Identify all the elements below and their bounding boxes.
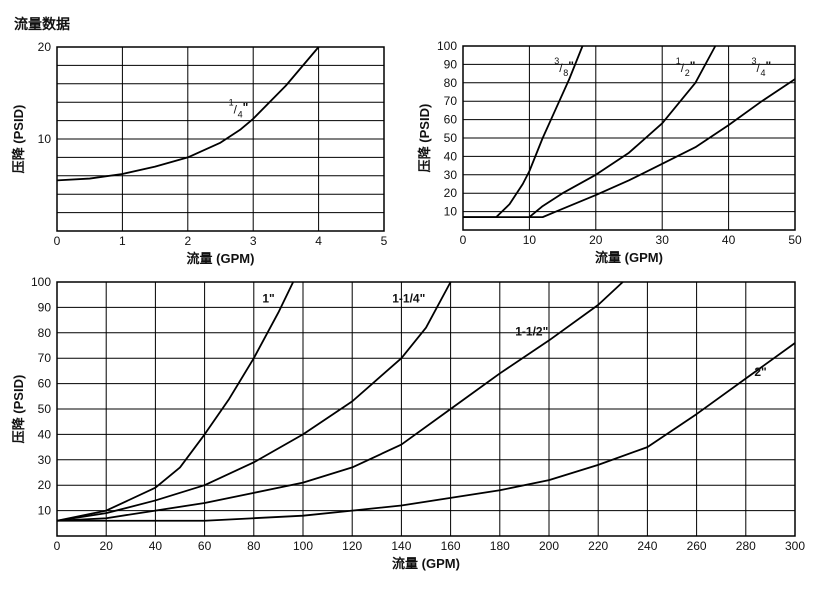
x-tick-label: 40 bbox=[149, 539, 163, 553]
x-axis-label: 流量 (GPM) bbox=[187, 251, 255, 266]
x-tick-label: 40 bbox=[722, 233, 736, 247]
y-tick-label: 20 bbox=[38, 40, 52, 54]
series-line bbox=[56, 46, 320, 182]
series-label-inch-mark: " bbox=[690, 59, 696, 73]
series-label-numerator: 1 bbox=[676, 56, 681, 66]
y-tick-label: 70 bbox=[444, 94, 458, 108]
series-label-numerator: 1 bbox=[229, 98, 234, 108]
series-label: 3/8 " bbox=[554, 56, 574, 78]
y-tick-label: 10 bbox=[38, 132, 52, 146]
series-label-numerator: 3 bbox=[554, 56, 559, 66]
x-tick-label: 260 bbox=[687, 539, 707, 553]
x-tick-label: 20 bbox=[589, 233, 603, 247]
y-axis-label: 压降 (PSID) bbox=[11, 105, 26, 174]
x-tick-label: 4 bbox=[315, 234, 322, 248]
y-tick-label: 10 bbox=[38, 504, 52, 518]
x-tick-label: 5 bbox=[381, 234, 388, 248]
x-tick-label: 2 bbox=[184, 234, 191, 248]
x-tick-label: 80 bbox=[247, 539, 261, 553]
series-label-denominator: 4 bbox=[238, 110, 243, 120]
y-tick-label: 80 bbox=[444, 76, 458, 90]
series-line bbox=[57, 342, 796, 522]
series-label-denominator: 8 bbox=[563, 68, 568, 78]
x-tick-label: 0 bbox=[54, 234, 61, 248]
series-label-slash: / bbox=[234, 103, 238, 117]
x-tick-label: 0 bbox=[460, 233, 467, 247]
x-axis-label: 流量 (GPM) bbox=[392, 556, 460, 571]
x-tick-label: 0 bbox=[54, 539, 61, 553]
y-tick-label: 30 bbox=[444, 168, 458, 182]
series-label-inch-mark: " bbox=[765, 59, 771, 73]
x-tick-label: 60 bbox=[198, 539, 212, 553]
y-tick-label: 40 bbox=[444, 149, 458, 163]
series-line bbox=[56, 281, 294, 522]
y-tick-label: 60 bbox=[38, 377, 52, 391]
series-line bbox=[56, 281, 452, 522]
x-tick-label: 30 bbox=[656, 233, 670, 247]
x-tick-label: 280 bbox=[736, 539, 756, 553]
x-tick-label: 220 bbox=[588, 539, 608, 553]
page-title: 流量数据 bbox=[14, 16, 70, 32]
x-tick-label: 160 bbox=[441, 539, 461, 553]
series-line bbox=[463, 45, 584, 219]
series-line bbox=[529, 78, 796, 219]
series-label-slash: / bbox=[756, 61, 760, 75]
x-tick-label: 50 bbox=[788, 233, 802, 247]
y-tick-label: 50 bbox=[38, 402, 52, 416]
chart-large-fittings: 0 20 40 60 80 100 120 140 160 180 200 220 240 260 280 3… bbox=[11, 275, 805, 571]
series-line bbox=[56, 281, 624, 522]
x-tick-label: 20 bbox=[100, 539, 114, 553]
x-tick-label: 120 bbox=[342, 539, 362, 553]
series-label-slash: / bbox=[681, 61, 685, 75]
y-tick-label: 60 bbox=[444, 113, 458, 127]
series-label-inch-mark: " bbox=[243, 101, 249, 115]
y-axis-label: 压降 (PSID) bbox=[417, 104, 432, 173]
series-label: 3/4 " bbox=[751, 56, 771, 78]
y-tick-label: 70 bbox=[38, 351, 52, 365]
y-tick-label: 30 bbox=[38, 453, 52, 467]
y-tick-label: 80 bbox=[38, 326, 52, 340]
series-label: 1-1/2" bbox=[515, 324, 548, 338]
x-tick-label: 240 bbox=[637, 539, 657, 553]
series-label: 1-1/4" bbox=[392, 291, 425, 305]
series-line bbox=[463, 45, 717, 219]
y-axis-label: 压降 (PSID) bbox=[11, 375, 26, 444]
x-tick-label: 100 bbox=[293, 539, 313, 553]
series-label: 1/4 " bbox=[229, 98, 249, 120]
plot-frame bbox=[56, 46, 385, 232]
y-tick-label: 100 bbox=[437, 39, 457, 53]
y-tick-label: 90 bbox=[38, 300, 52, 314]
x-tick-label: 180 bbox=[490, 539, 510, 553]
x-tick-label: 1 bbox=[119, 234, 126, 248]
series-label-inch-mark: " bbox=[568, 59, 574, 73]
x-tick-label: 200 bbox=[539, 539, 559, 553]
series-label: 1" bbox=[262, 291, 274, 305]
x-axis-label: 流量 (GPM) bbox=[595, 250, 663, 265]
plot-frame bbox=[462, 45, 796, 231]
x-tick-label: 300 bbox=[785, 539, 805, 553]
x-tick-label: 10 bbox=[523, 233, 537, 247]
y-tick-label: 50 bbox=[444, 131, 458, 145]
series-label: 2" bbox=[754, 365, 766, 379]
series-label: 1/2 " bbox=[676, 56, 696, 78]
y-tick-label: 10 bbox=[444, 205, 458, 219]
x-tick-label: 3 bbox=[250, 234, 257, 248]
y-tick-label: 100 bbox=[31, 275, 51, 289]
series-label-denominator: 2 bbox=[685, 68, 690, 78]
plot-frame bbox=[56, 281, 796, 537]
series-label-denominator: 4 bbox=[760, 68, 765, 78]
y-tick-label: 90 bbox=[444, 57, 458, 71]
y-tick-label: 20 bbox=[38, 478, 52, 492]
series-label-slash: / bbox=[559, 61, 563, 75]
x-tick-label: 140 bbox=[391, 539, 411, 553]
series-label-numerator: 3 bbox=[751, 56, 756, 66]
y-tick-label: 20 bbox=[444, 186, 458, 200]
y-tick-label: 40 bbox=[38, 427, 52, 441]
